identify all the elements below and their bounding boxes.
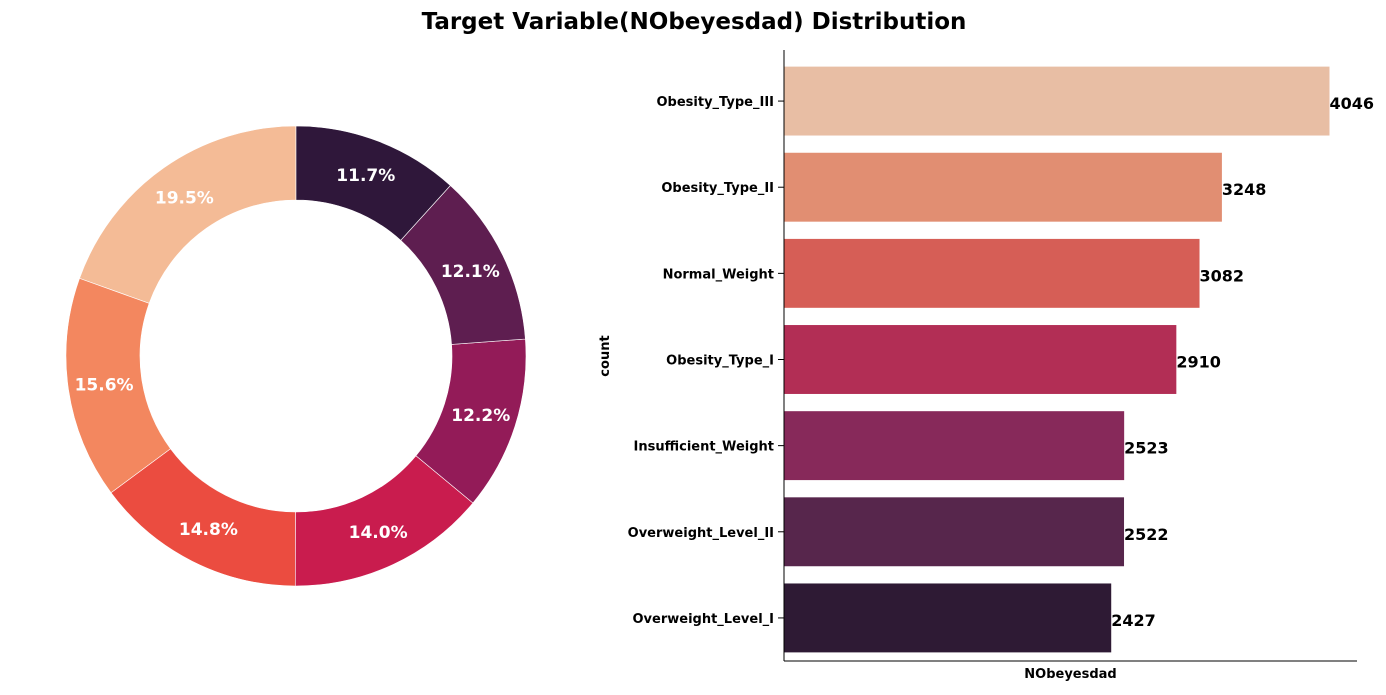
bar-value-label-6: 2427 [1111, 611, 1156, 630]
x-axis-label: NObeyesdad [1024, 667, 1116, 682]
donut-slice-label-5: 12.1% [441, 262, 500, 282]
bar-value-label-2: 3082 [1200, 266, 1245, 285]
y-tick-label-6: Overweight_Level_I [633, 612, 775, 627]
y-tick-label-2: Normal_Weight [663, 267, 774, 282]
chart-title: Target Variable(NObeyesdad) Distribution [422, 9, 967, 35]
bar-1 [784, 152, 1222, 222]
donut-slice-label-6: 11.7% [336, 166, 395, 186]
donut-slice-label-4: 12.2% [451, 406, 510, 426]
donut-slice-label-0: 19.5% [155, 188, 214, 208]
donut-slice-label-2: 14.8% [179, 520, 238, 540]
bar-6 [784, 583, 1112, 653]
y-tick-label-4: Insufficient_Weight [634, 440, 774, 455]
bar-value-label-5: 2522 [1124, 525, 1169, 544]
bar-chart: Obesity_Type_III 4046 Obesity_Type_II 3248 N… [598, 50, 1374, 682]
y-tick-label-5: Overweight_Level_II [628, 526, 774, 541]
bar-value-label-0: 4046 [1329, 94, 1374, 113]
donut-slice-label-3: 14.0% [349, 523, 408, 543]
bar-value-label-1: 3248 [1222, 180, 1267, 199]
bar-3 [784, 325, 1177, 394]
bar-4 [784, 411, 1125, 481]
donut-slice-0 [79, 125, 297, 304]
y-axis-label: count [598, 335, 613, 376]
bar-2 [784, 238, 1200, 308]
donut-slice-label-1: 15.6% [75, 375, 134, 395]
bar-value-label-3: 2910 [1176, 353, 1221, 372]
bar-0 [784, 66, 1330, 136]
donut-chart: 19.5% 15.6% 14.8% 14.0% 12.2% 12.1% 11.7% [65, 125, 527, 587]
donut-slice-6 [295, 125, 451, 241]
y-tick-label-1: Obesity_Type_II [661, 181, 774, 196]
y-tick-label-0: Obesity_Type_III [657, 95, 775, 110]
bar-value-label-4: 2523 [1124, 439, 1169, 458]
bar-5 [784, 497, 1125, 567]
y-tick-label-3: Obesity_Type_I [666, 354, 774, 369]
